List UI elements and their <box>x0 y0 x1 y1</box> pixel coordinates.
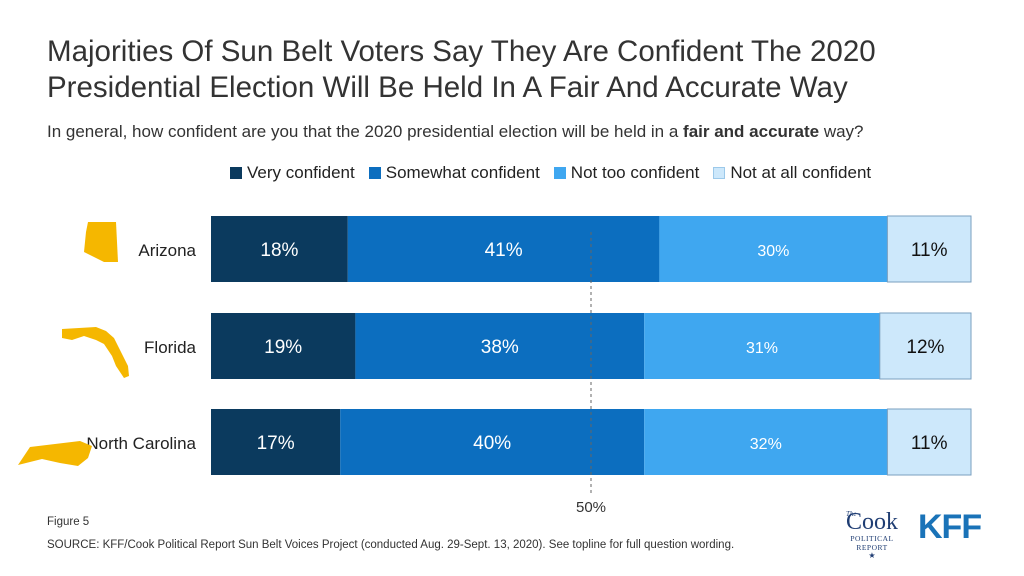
chart-legend: Very confident Somewhat confident Not to… <box>230 163 871 183</box>
legend-item-very: Very confident <box>230 163 355 183</box>
category-label-florida: Florida <box>144 338 197 357</box>
legend-label-very: Very confident <box>247 163 355 182</box>
legend-item-not-at-all: Not at all confident <box>713 163 871 183</box>
legend-swatch-very <box>230 167 242 179</box>
cook-logo-name: Cook <box>845 509 898 535</box>
legend-label-not-at-all: Not at all confident <box>730 163 872 182</box>
kff-logo: KFF <box>918 508 982 546</box>
legend-swatch-not-at-all <box>713 167 726 179</box>
data-label-florida-not-at-all-confident: 12% <box>906 337 944 358</box>
data-label-north-carolina-somewhat-confident: 40% <box>473 433 511 454</box>
figure-label: Figure 5 <box>47 516 90 528</box>
cook-logo-sub1: POLITICAL <box>850 534 894 543</box>
data-label-arizona-not-at-all-confident: 11% <box>911 240 948 261</box>
florida-icon <box>62 327 129 378</box>
data-label-florida-not-too-confident: 31% <box>746 340 778 357</box>
subtitle-text-bold: fair and accurate <box>683 122 820 141</box>
arizona-icon <box>84 222 118 262</box>
bar-arizona-very-confident <box>211 216 348 282</box>
bar-arizona-not-at-all-confident <box>886 215 972 283</box>
data-label-florida-somewhat-confident: 38% <box>481 337 519 358</box>
cook-logo-sub2: REPORT <box>856 543 888 552</box>
cook-star-icon: ★ <box>868 551 875 560</box>
bar-florida-somewhat-confident <box>355 313 645 379</box>
bar-north-carolina-very-confident <box>211 409 341 475</box>
data-label-north-carolina-not-too-confident: 32% <box>750 436 782 453</box>
north-carolina-icon <box>18 441 92 466</box>
cook-political-report-logo: The Cook POLITICAL REPORT <box>838 508 906 558</box>
legend-swatch-not-too <box>553 167 566 179</box>
data-label-arizona-somewhat-confident: 41% <box>485 240 523 261</box>
legend-swatch-somewhat <box>368 167 381 179</box>
category-label-north-carolina: North Carolina <box>86 434 196 453</box>
data-label-north-carolina-not-at-all-confident: 11% <box>911 433 948 454</box>
bar-arizona-not-too-confident <box>659 216 888 282</box>
subtitle-text-before: In general, how confident are you that t… <box>47 122 684 141</box>
data-label-arizona-very-confident: 18% <box>260 240 298 261</box>
subtitle-text-after: way? <box>819 122 864 141</box>
bar-florida-not-at-all-confident <box>879 312 972 380</box>
legend-label-not-too: Not too confident <box>570 163 700 182</box>
legend-item-somewhat: Somewhat confident <box>368 163 540 183</box>
bar-north-carolina-not-at-all-confident <box>886 408 972 476</box>
category-label-arizona: Arizona <box>138 241 196 260</box>
data-label-florida-very-confident: 19% <box>264 337 302 358</box>
chart-subtitle: In general, how confident are you that t… <box>47 122 1007 142</box>
bar-north-carolina-somewhat-confident <box>340 409 645 475</box>
data-label-arizona-not-too-confident: 30% <box>757 243 789 260</box>
bar-florida-not-too-confident <box>644 313 880 379</box>
cook-logo-the: The <box>846 510 857 518</box>
data-label-north-carolina-very-confident: 17% <box>257 433 295 454</box>
chart-title: Majorities Of Sun Belt Voters Say They A… <box>47 35 876 104</box>
legend-label-somewhat: Somewhat confident <box>385 163 540 182</box>
source-note: SOURCE: KFF/Cook Political Report Sun Be… <box>47 539 735 551</box>
bar-north-carolina-not-too-confident <box>644 409 888 475</box>
reference-line-label: 50% <box>576 499 606 516</box>
legend-item-not-too: Not too confident <box>553 163 700 183</box>
bar-florida-very-confident <box>211 313 356 379</box>
bar-arizona-somewhat-confident <box>347 216 660 282</box>
